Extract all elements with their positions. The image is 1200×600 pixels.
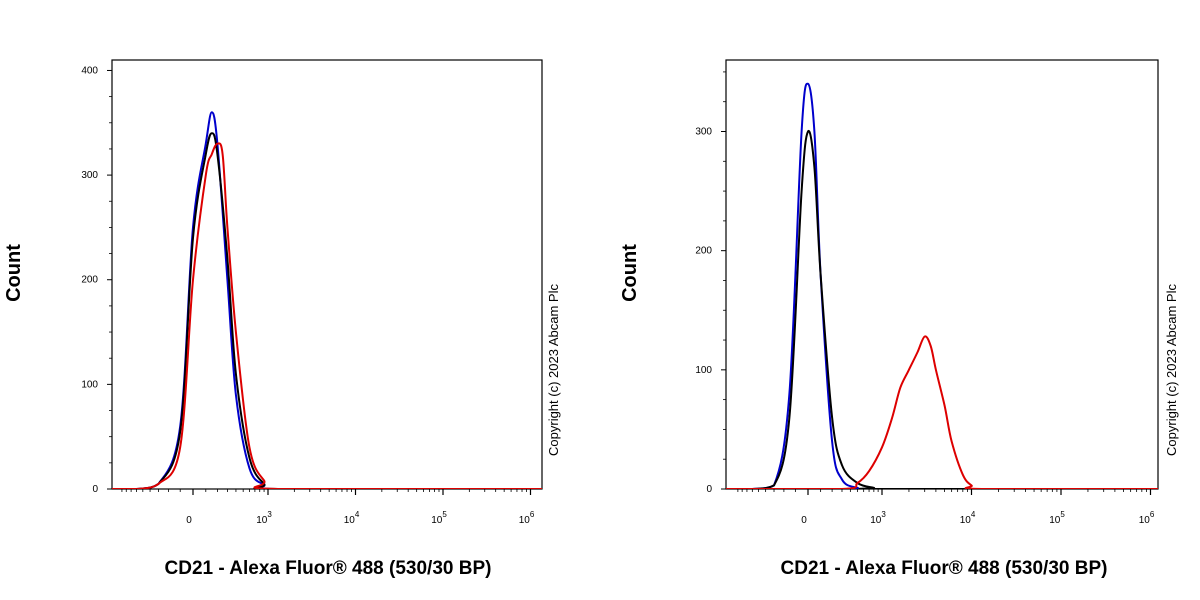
y-tick-label: 200 (81, 275, 98, 286)
x-tick-exponent: 6 (530, 510, 535, 519)
x-tick-label: 106 (1139, 510, 1155, 526)
y-tick-label: 100 (81, 379, 98, 390)
series-line-2 (726, 129, 1158, 489)
y-tick-label: 300 (695, 127, 712, 138)
series-line-3 (726, 335, 1158, 489)
plot-frame (111, 59, 543, 490)
x-tick-exponent: 3 (881, 510, 886, 519)
plot-frame (725, 59, 1159, 490)
x-tick-exponent: 3 (267, 510, 272, 519)
chart-2: 0 100 200 300 0 103 104 105 106 Count CD21 - Alexa… (619, 59, 1179, 579)
x-axis-label: CD21 - Alexa Fluor® 488 (530/30 BP) (781, 558, 1108, 579)
x-tick-label: 103 (256, 510, 272, 526)
y-tick-label: 300 (81, 170, 98, 181)
copyright-annotation: Copyright (c) 2023 Abcam Plc (1164, 284, 1179, 456)
series-line-3 (112, 142, 542, 489)
chart-1: 0 100 200 300 400 0 103 104 105 106 Count CD21 - Al… (3, 59, 561, 579)
series-line-1 (726, 82, 1158, 489)
y-tick-label: 0 (92, 484, 98, 495)
y-tick-label: 200 (695, 246, 712, 257)
series-line-2 (112, 132, 542, 489)
x-tick-label: 106 (519, 510, 535, 526)
x-axis-label: CD21 - Alexa Fluor® 488 (530/30 BP) (165, 558, 492, 579)
x-tick-exponent: 5 (442, 510, 447, 519)
x-tick-label: 103 (870, 510, 886, 526)
x-tick-label: 105 (431, 510, 447, 526)
copyright-annotation: Copyright (c) 2023 Abcam Plc (546, 284, 561, 456)
x-tick-exponent: 6 (1150, 510, 1155, 519)
x-tick-label: 104 (344, 510, 360, 526)
y-axis-label: Count (619, 244, 641, 302)
x-tick-label: 0 (186, 515, 192, 526)
y-tick-label: 400 (81, 65, 98, 76)
x-tick-exponent: 4 (971, 510, 976, 519)
y-tick-label: 100 (695, 365, 712, 376)
x-tick-exponent: 5 (1060, 510, 1065, 519)
series-line-1 (112, 111, 542, 489)
y-axis-label: Count (3, 244, 25, 302)
y-tick-label: 0 (706, 484, 712, 495)
x-tick-label: 0 (801, 515, 807, 526)
x-tick-label: 104 (960, 510, 976, 526)
x-tick-label: 105 (1049, 510, 1065, 526)
x-tick-exponent: 4 (355, 510, 360, 519)
